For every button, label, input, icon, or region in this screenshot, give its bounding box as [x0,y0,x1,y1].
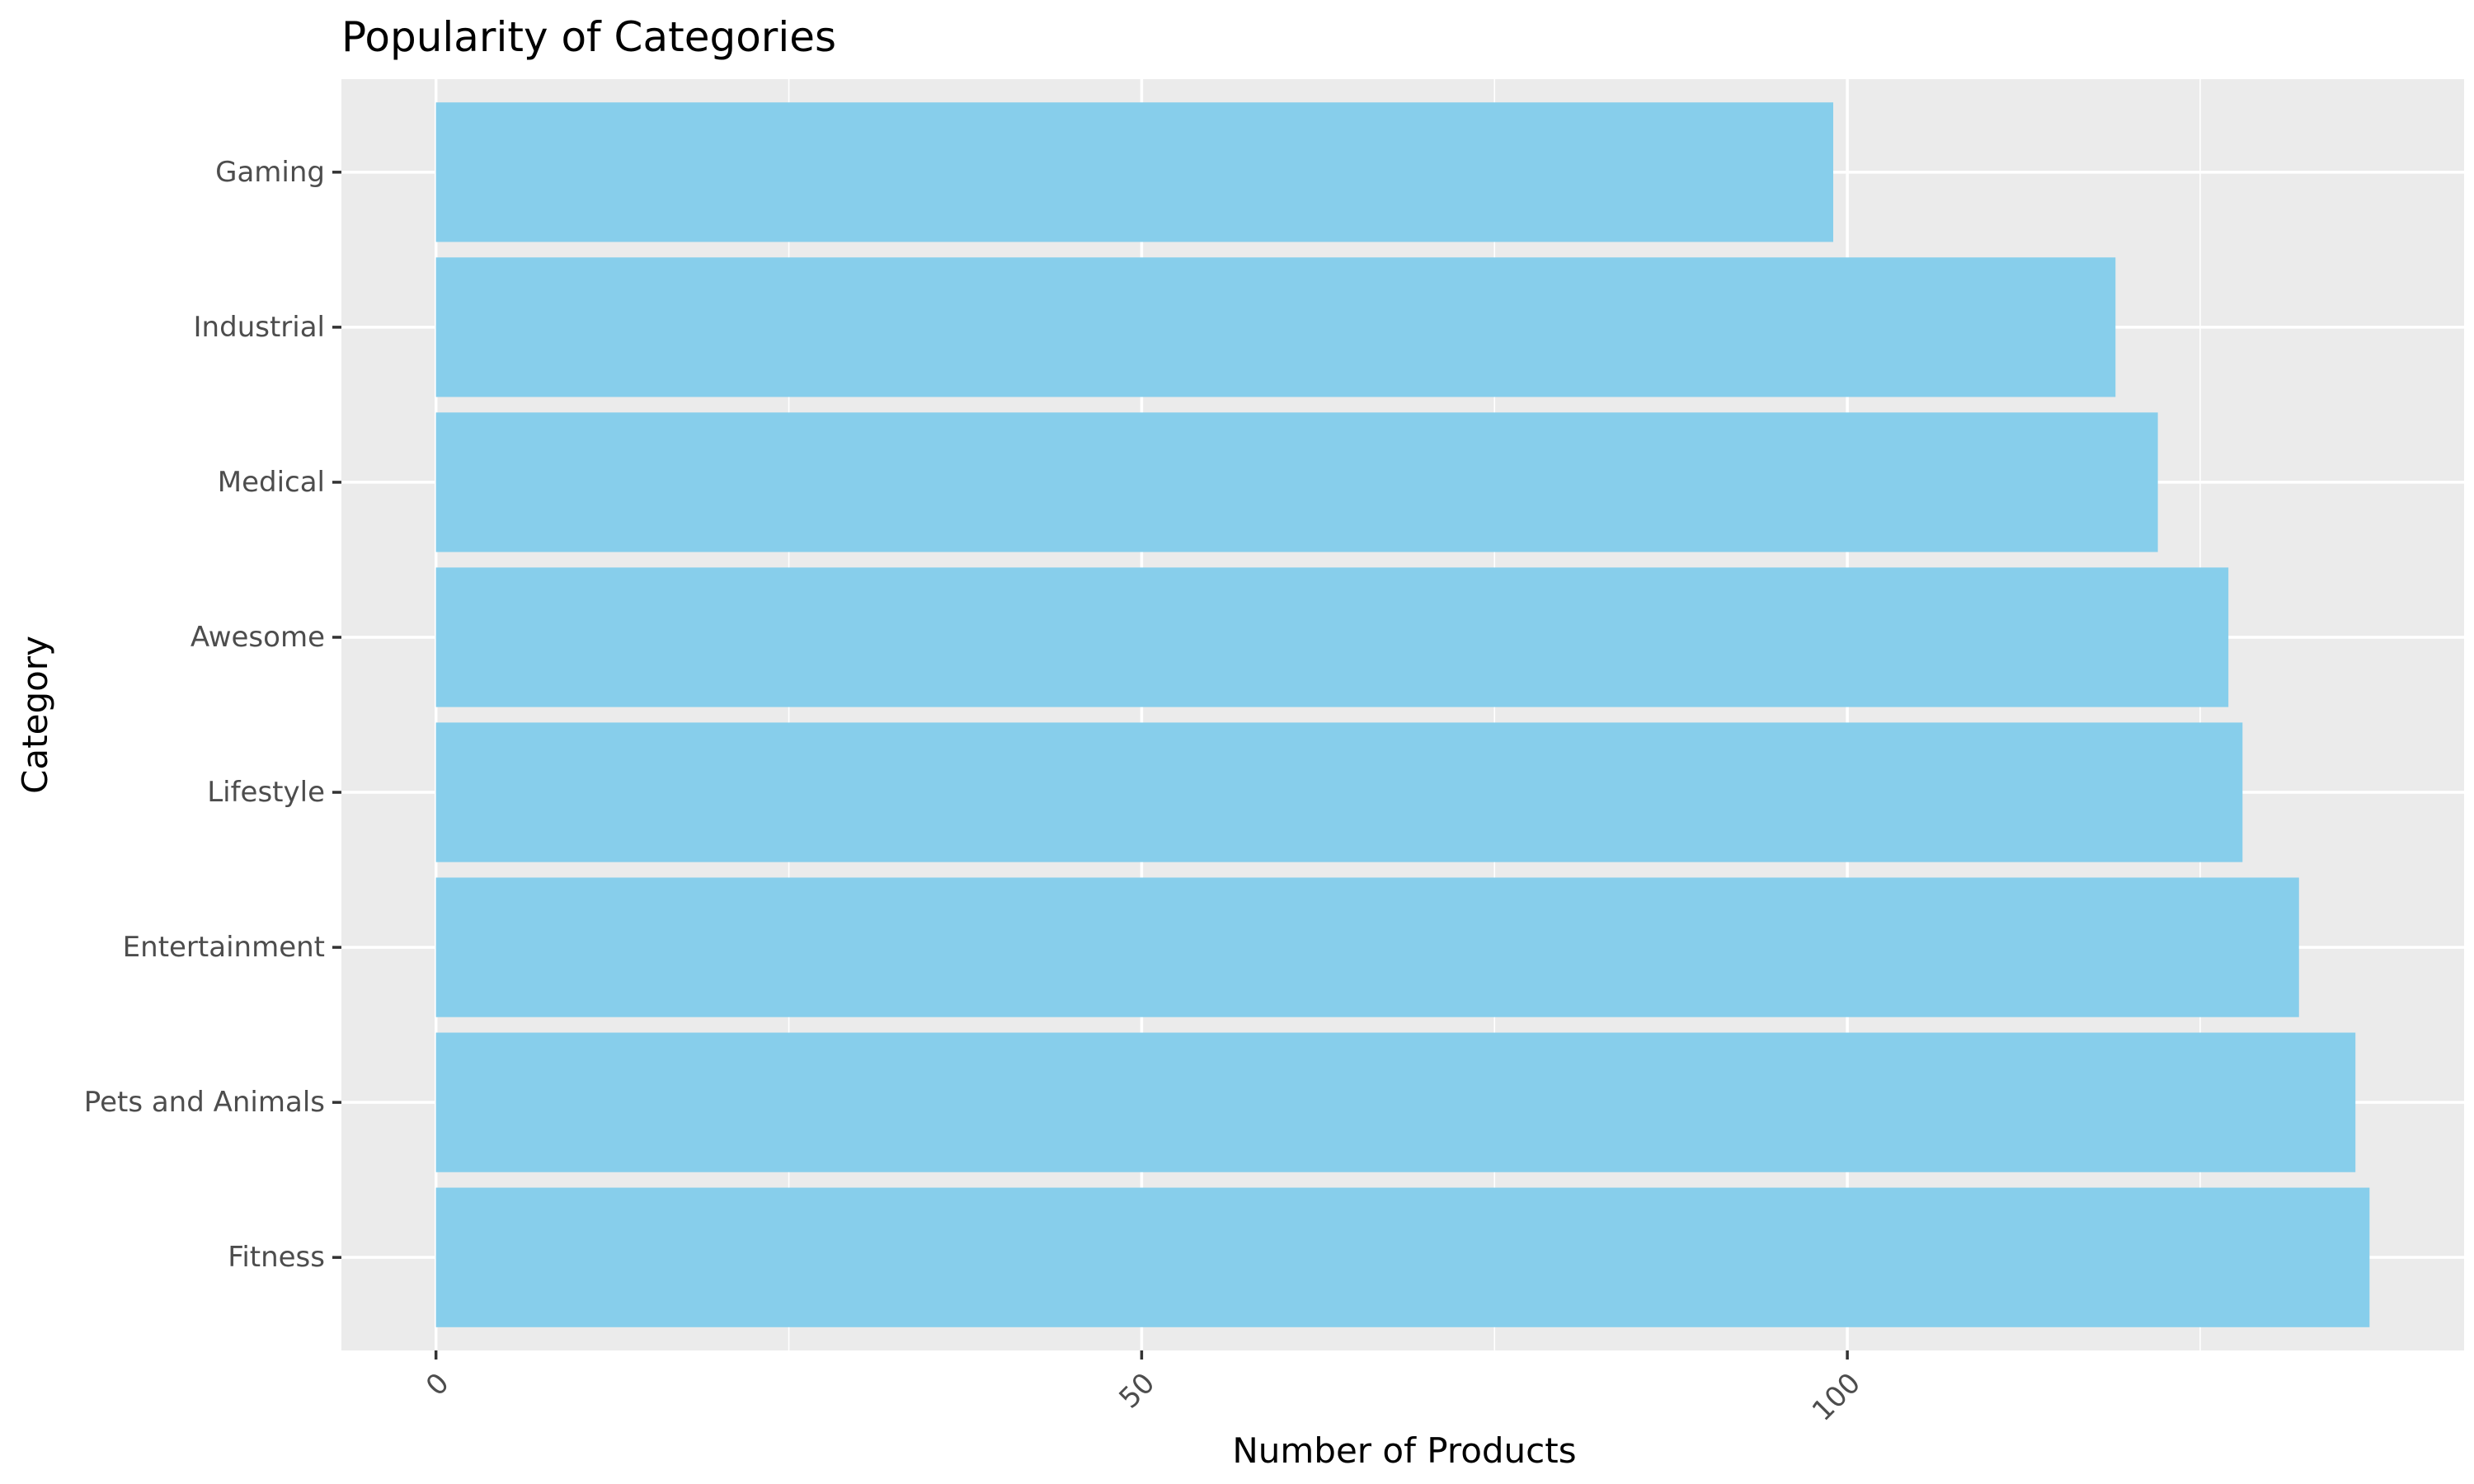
bar-medical [435,412,2158,552]
y-tick-label: Entertainment [123,931,325,964]
y-tick-label: Lifestyle [207,776,325,809]
bars [435,102,2370,1327]
y-tick-label: Fitness [228,1241,325,1274]
y-axis: Gaming Industrial Medical Awesome Lifestyle E… [84,156,341,1274]
x-axis-title: Number of Products [1232,1430,1576,1471]
bar-gaming [435,102,1833,242]
bar-industrial [435,257,2116,397]
y-tick-label: Awesome [190,621,325,654]
chart-title: Popularity of Categories [341,13,836,61]
y-tick-label: Industrial [194,311,325,344]
bar-entertainment [435,877,2299,1017]
bar-fitness [435,1187,2370,1327]
y-tick-label: Medical [218,466,325,499]
y-axis-title: Category [15,636,55,794]
bar-lifestyle [435,722,2243,862]
y-tick-label: Gaming [215,156,325,189]
y-tick-label: Pets and Animals [84,1086,325,1119]
bar-awesome [435,567,2229,707]
bar-pets-and-animals [435,1032,2356,1172]
